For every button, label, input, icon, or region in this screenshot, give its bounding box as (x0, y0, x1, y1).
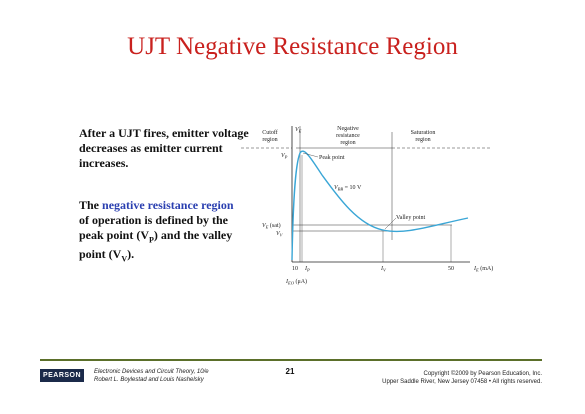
pearson-logo: PEARSON (40, 369, 84, 382)
vv-subscript: V (121, 254, 128, 264)
footer-divider (40, 359, 542, 361)
peak-point-leader (302, 152, 319, 158)
cutoff-region-label: Cutoff region (262, 129, 278, 143)
definition-text-post: ). (127, 247, 135, 262)
peak-point-label: Peak point (319, 155, 345, 161)
book-title: Electronic Devices and Circuit Theory, 1… (94, 369, 209, 375)
negative-region-label: Negative resistance region (336, 126, 360, 146)
ip-tick-label: IP (304, 266, 310, 273)
vbb-label: VBB = 10 V (334, 185, 362, 192)
characteristic-curve (291, 150, 469, 261)
tick-10-label: 10 (292, 266, 298, 272)
valley-point-label: Valley point (396, 215, 425, 221)
book-citation: Electronic Devices and Circuit Theory, 1… (94, 368, 209, 384)
definition-text-mid: of operation is defined by the peak poin… (79, 213, 229, 242)
definition-text-mid2: ) and the valley point (V (79, 228, 233, 262)
intro-paragraph: After a UJT fires, emitter voltage decre… (79, 126, 249, 170)
saturation-region-label: Saturation region (411, 130, 436, 143)
ie-axis-label: IE (mA) (473, 265, 493, 273)
iv-tick-label: IV (380, 266, 387, 273)
definition-paragraph: The negative resistance region of operat… (79, 198, 239, 267)
definition-highlight: negative resistance region (102, 198, 234, 212)
slide-title: UJT Negative Resistance Region (127, 33, 458, 60)
valley-point-leader (384, 217, 397, 230)
vp-subscript: P (149, 235, 154, 245)
vp-label: VP (281, 153, 288, 160)
copyright-line-2: Upper Saddle River, New Jersey 07458 • A… (382, 379, 542, 385)
page-number: 21 (285, 367, 295, 376)
book-authors: Robert L. Boylestad and Louis Nashelsky (94, 377, 204, 383)
ve-axis-label: VE (295, 127, 302, 134)
copyright-notice: Copyright ©2009 by Pearson Education, In… (382, 370, 542, 386)
tick-50-label: 50 (448, 266, 454, 272)
ieo-label: IEO (μA) (285, 278, 307, 286)
definition-text-pre: The (79, 198, 103, 212)
copyright-line-1: Copyright ©2009 by Pearson Education, In… (423, 371, 543, 377)
vv-label: VV (276, 231, 284, 238)
vesat-label: VE (sat) (262, 222, 281, 230)
